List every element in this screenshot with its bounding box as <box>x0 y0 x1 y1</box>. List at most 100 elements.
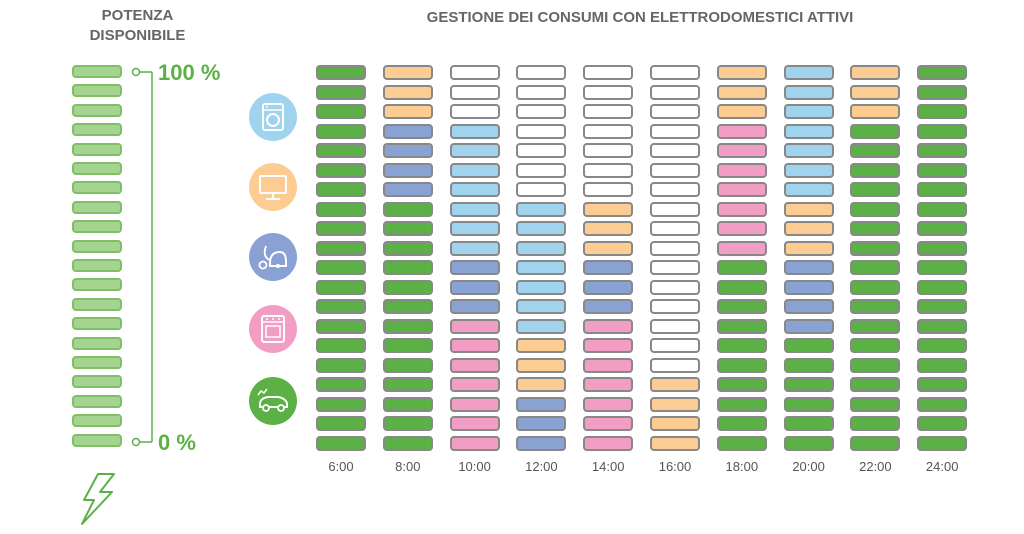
grid-cell <box>583 104 634 119</box>
grid-cell <box>650 318 700 334</box>
grid-cell <box>382 357 433 373</box>
grid-cell <box>449 143 500 158</box>
grid-cell <box>382 162 433 178</box>
grid-cell <box>316 201 366 217</box>
power-meter-segment <box>72 433 122 447</box>
grid-cell <box>850 84 901 100</box>
grid-cell <box>716 143 767 158</box>
grid-cell <box>917 260 968 275</box>
grid-cell <box>716 221 767 236</box>
grid-cell <box>716 396 767 412</box>
grid-cell <box>449 396 500 412</box>
grid-cell <box>783 299 834 314</box>
power-meter-segment <box>72 142 122 156</box>
grid-cell <box>850 396 901 412</box>
grid-cell <box>316 221 366 236</box>
grid-cell <box>449 318 500 334</box>
grid-cell <box>716 299 767 314</box>
time-tick-label: 8:00 <box>395 459 421 474</box>
grid-cell <box>583 279 634 295</box>
grid-cell <box>716 123 767 139</box>
grid-cell <box>783 162 834 178</box>
grid-cell <box>783 279 834 295</box>
grid-cell <box>316 318 366 334</box>
grid-cell <box>516 318 567 334</box>
grid-cell <box>917 201 968 217</box>
grid-cell <box>316 338 366 353</box>
grid-cell <box>917 143 968 158</box>
grid-cell <box>783 84 834 100</box>
scale-max-label: 100 % <box>158 60 221 85</box>
grid-cell <box>382 65 433 80</box>
grid-cell <box>850 377 901 392</box>
grid-cell <box>516 260 567 275</box>
grid-cell <box>583 318 634 334</box>
grid-cell <box>382 396 433 412</box>
grid-cell <box>449 201 500 217</box>
grid-cell <box>449 416 500 431</box>
grid-cell <box>449 221 500 236</box>
grid-cell <box>716 338 767 353</box>
grid-cell <box>449 260 500 275</box>
grid-cell <box>650 162 700 178</box>
grid-cell <box>716 435 767 451</box>
grid-cell <box>650 123 700 139</box>
grid-cell <box>382 416 433 431</box>
grid-cell <box>716 162 767 178</box>
grid-cell <box>716 104 767 119</box>
grid-cell <box>650 377 700 392</box>
grid-cell <box>583 221 634 236</box>
grid-cell <box>650 182 700 197</box>
grid-cell <box>716 240 767 256</box>
grid-cell <box>650 221 700 236</box>
grid-cell <box>316 123 366 139</box>
grid-cell <box>917 221 968 236</box>
grid-cell <box>316 260 366 275</box>
power-meter-segment <box>72 200 122 214</box>
grid-cell <box>783 65 834 80</box>
grid-cell <box>516 357 567 373</box>
time-tick-label: 16:00 <box>658 459 692 474</box>
grid-cell <box>583 396 634 412</box>
grid-cell <box>583 416 634 431</box>
grid-cell <box>650 338 700 353</box>
grid-cell <box>583 357 634 373</box>
grid-cell <box>382 123 433 139</box>
power-meter <box>72 65 124 455</box>
grid-cell <box>382 260 433 275</box>
grid-cell <box>316 84 366 100</box>
grid-cell <box>449 299 500 314</box>
grid-cell <box>716 260 767 275</box>
grid-cell <box>850 416 901 431</box>
grid-cell <box>583 123 634 139</box>
time-tick-label: 6:00 <box>328 459 354 474</box>
grid-cell <box>316 182 366 197</box>
grid-cell <box>850 279 901 295</box>
grid-cell <box>516 162 567 178</box>
grid-cell <box>316 416 366 431</box>
available-power-title-line2: DISPONIBILE <box>89 27 186 44</box>
grid-cell <box>850 182 901 197</box>
tv-icon <box>249 163 297 211</box>
power-meter-segment <box>72 278 122 292</box>
grid-cell <box>382 435 433 451</box>
grid-cell <box>716 357 767 373</box>
grid-cell <box>382 104 433 119</box>
power-meter-segment <box>72 181 122 195</box>
available-power-title: POTENZA DISPONIBILE <box>60 6 215 46</box>
grid-cell <box>449 435 500 451</box>
grid-cell <box>716 182 767 197</box>
grid-cell <box>650 435 700 451</box>
grid-cell <box>850 65 901 80</box>
grid-cell <box>650 104 700 119</box>
grid-cell <box>650 260 700 275</box>
grid-cell <box>917 396 968 412</box>
time-tick-label: 12:00 <box>525 459 558 474</box>
grid-cell <box>650 240 700 256</box>
grid-cell <box>382 279 433 295</box>
grid-cell <box>850 338 901 353</box>
time-tick-label: 14:00 <box>591 459 625 474</box>
grid-cell <box>917 338 968 353</box>
grid-cell <box>716 377 767 392</box>
grid-cell <box>650 84 700 100</box>
